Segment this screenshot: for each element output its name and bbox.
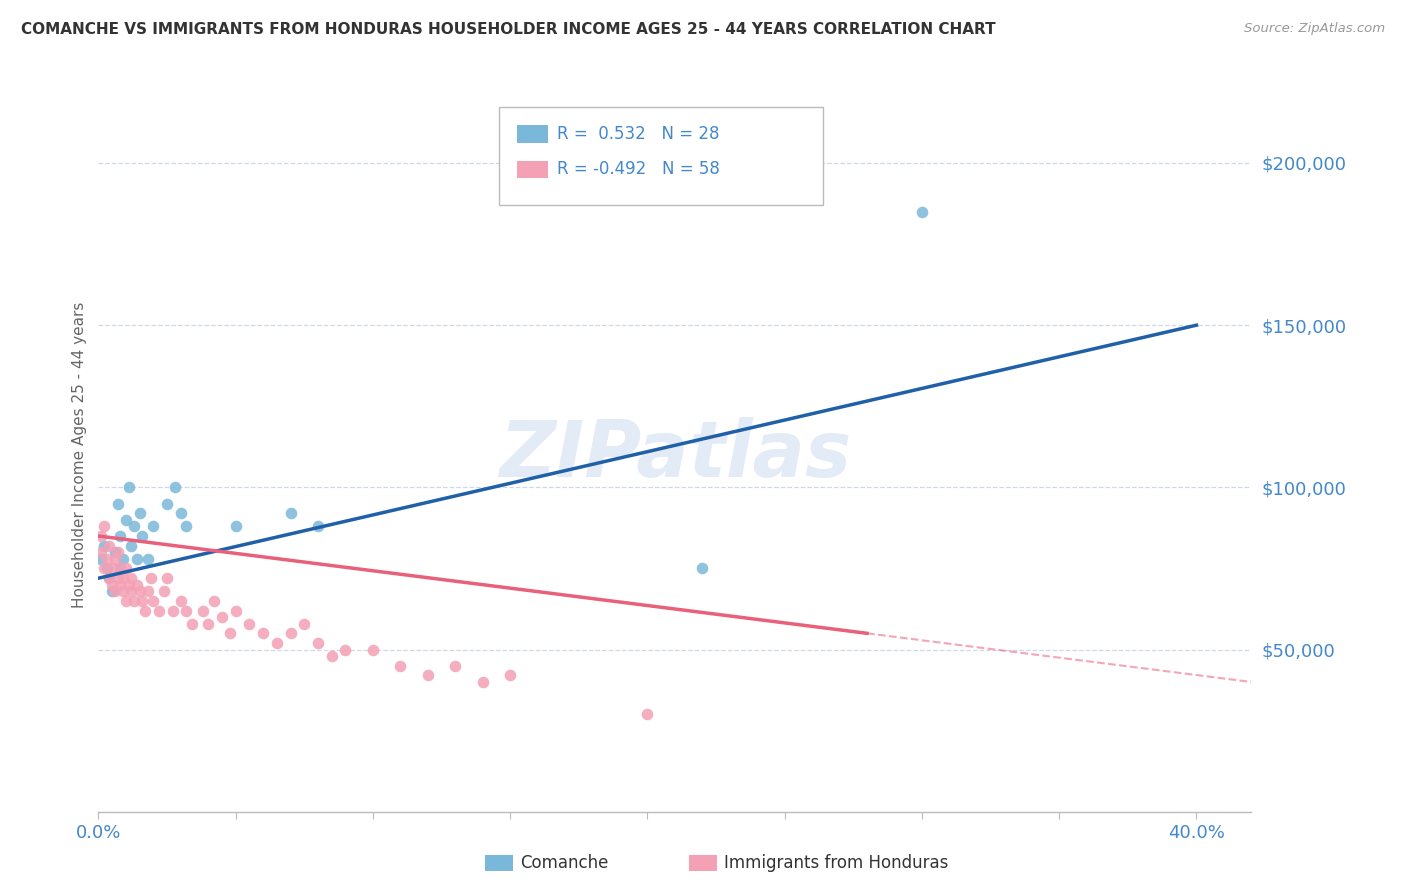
- Point: [170, 594, 193, 608]
- Point: [93, 519, 115, 533]
- Point: [444, 658, 467, 673]
- Point: [117, 577, 139, 591]
- Point: [110, 529, 132, 543]
- Point: [174, 519, 197, 533]
- Point: [153, 584, 176, 599]
- Point: [692, 561, 714, 575]
- Point: [170, 506, 193, 520]
- Point: [211, 610, 233, 624]
- Point: [174, 604, 197, 618]
- Text: R =  0.532   N = 28: R = 0.532 N = 28: [557, 125, 720, 143]
- Point: [134, 604, 156, 618]
- Point: [292, 616, 315, 631]
- Point: [191, 604, 214, 618]
- Point: [112, 584, 135, 599]
- Point: [104, 584, 127, 599]
- Point: [122, 519, 145, 533]
- Point: [120, 584, 142, 599]
- Point: [307, 519, 329, 533]
- Text: Immigrants from Honduras: Immigrants from Honduras: [724, 855, 949, 872]
- Point: [136, 551, 159, 566]
- Point: [104, 545, 127, 559]
- Point: [252, 626, 274, 640]
- Point: [120, 539, 142, 553]
- Text: Source: ZipAtlas.com: Source: ZipAtlas.com: [1244, 22, 1385, 36]
- Text: R = -0.492   N = 58: R = -0.492 N = 58: [557, 161, 720, 178]
- Point: [131, 529, 153, 543]
- Text: ZIPatlas: ZIPatlas: [499, 417, 851, 493]
- Point: [101, 584, 124, 599]
- Point: [90, 545, 112, 559]
- Point: [115, 561, 138, 575]
- Point: [107, 545, 129, 559]
- Point: [96, 561, 118, 575]
- Point: [110, 561, 132, 575]
- Point: [225, 604, 247, 618]
- Point: [361, 642, 384, 657]
- Point: [307, 636, 329, 650]
- Point: [115, 513, 138, 527]
- Point: [110, 561, 132, 575]
- Point: [120, 571, 142, 585]
- Point: [156, 497, 179, 511]
- Y-axis label: Householder Income Ages 25 - 44 years: Householder Income Ages 25 - 44 years: [72, 301, 87, 608]
- Point: [96, 551, 118, 566]
- Point: [142, 519, 165, 533]
- Text: COMANCHE VS IMMIGRANTS FROM HONDURAS HOUSEHOLDER INCOME AGES 25 - 44 YEARS CORRE: COMANCHE VS IMMIGRANTS FROM HONDURAS HOU…: [21, 22, 995, 37]
- Point: [112, 551, 135, 566]
- Point: [115, 594, 138, 608]
- Point: [416, 668, 439, 682]
- Point: [90, 551, 112, 566]
- Point: [162, 604, 184, 618]
- Point: [321, 648, 343, 663]
- Point: [202, 594, 225, 608]
- Point: [197, 616, 219, 631]
- Point: [156, 571, 179, 585]
- Point: [107, 571, 129, 585]
- Point: [128, 584, 150, 599]
- Point: [107, 497, 129, 511]
- Point: [142, 594, 165, 608]
- Point: [98, 571, 121, 585]
- Point: [131, 594, 153, 608]
- Point: [389, 658, 412, 673]
- Point: [110, 577, 132, 591]
- Point: [101, 577, 124, 591]
- Point: [180, 616, 202, 631]
- Point: [93, 539, 115, 553]
- Point: [98, 571, 121, 585]
- Point: [148, 604, 170, 618]
- Point: [101, 561, 124, 575]
- Point: [636, 707, 658, 722]
- Point: [266, 636, 288, 650]
- Point: [128, 506, 150, 520]
- Point: [98, 539, 121, 553]
- Point: [125, 577, 148, 591]
- Point: [499, 668, 522, 682]
- Text: Comanche: Comanche: [520, 855, 609, 872]
- Point: [117, 480, 139, 494]
- Point: [280, 626, 302, 640]
- Point: [139, 571, 162, 585]
- Point: [219, 626, 242, 640]
- Point: [911, 204, 934, 219]
- Point: [238, 616, 260, 631]
- Point: [125, 551, 148, 566]
- Point: [93, 561, 115, 575]
- Point: [122, 594, 145, 608]
- Point: [165, 480, 187, 494]
- Point: [225, 519, 247, 533]
- Point: [112, 571, 135, 585]
- Point: [471, 675, 494, 690]
- Point: [104, 551, 127, 566]
- Point: [136, 584, 159, 599]
- Point: [280, 506, 302, 520]
- Point: [335, 642, 357, 657]
- Point: [90, 529, 112, 543]
